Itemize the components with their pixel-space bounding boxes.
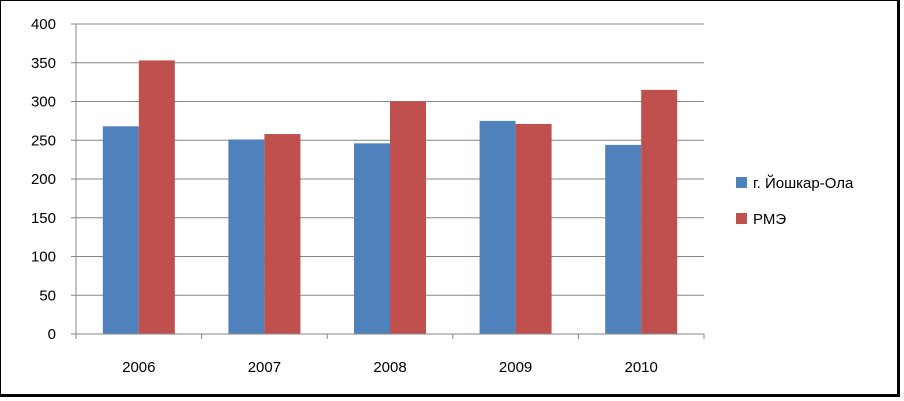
x-tick-label: 2006 [122, 359, 155, 376]
y-tick-label: 150 [31, 210, 56, 227]
y-tick-label: 200 [31, 171, 56, 188]
y-tick-label: 250 [31, 132, 56, 149]
bar-series1-2010 [605, 144, 642, 334]
y-tick-label: 100 [31, 249, 56, 266]
bar-series1-2007 [228, 139, 265, 334]
y-tick-labels: 0 50 100 150 200 250 300 350 400 [31, 16, 56, 343]
bar-series1-2008 [354, 143, 390, 334]
bar-series2-2010 [641, 89, 678, 334]
bar-series1-2009 [479, 120, 516, 334]
bar-series2-2008 [390, 101, 426, 334]
bar-series2-2009 [515, 123, 552, 334]
x-tick-label: 2010 [625, 359, 658, 376]
x-tick-label: 2008 [373, 359, 406, 376]
bar-series2-2007 [264, 134, 301, 334]
y-tick-label: 300 [31, 94, 56, 111]
x-tick-label: 2007 [248, 359, 281, 376]
legend-label: РМЭ [753, 211, 786, 228]
legend-swatch [736, 213, 747, 224]
legend-swatch [736, 177, 747, 188]
bar-series2-2006 [138, 60, 175, 335]
y-tick-label: 350 [31, 55, 56, 72]
axes [75, 24, 704, 335]
y-tick-label: 400 [31, 16, 56, 33]
x-tick-label: 2009 [499, 359, 532, 376]
x-tick-labels: 2006 2007 2008 2009 2010 [122, 359, 658, 376]
y-tick-label: 50 [39, 287, 56, 304]
bar-series1-2006 [102, 126, 139, 334]
bars [102, 60, 678, 335]
y-tick-label: 0 [48, 326, 56, 343]
legend: г. Йошкар-Ола РМЭ [736, 174, 854, 228]
legend-label: г. Йошкар-Ола [753, 174, 854, 192]
